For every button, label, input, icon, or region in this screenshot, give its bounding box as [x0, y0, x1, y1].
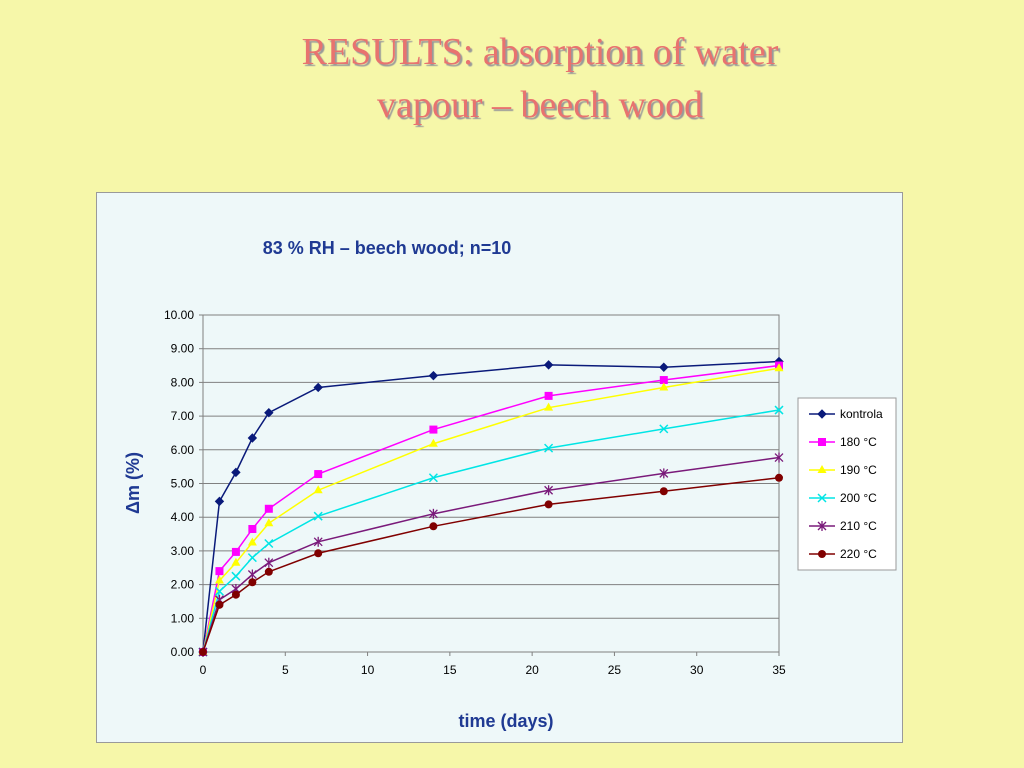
x-tick-label: 25	[608, 663, 622, 677]
chart-area: 83 % RH – beech wood; n=10 time (days) Δ…	[96, 192, 903, 743]
legend-marker	[818, 550, 826, 558]
data-point	[264, 567, 273, 576]
x-tick-label: 5	[282, 663, 289, 677]
data-point	[231, 571, 241, 581]
series-line-2	[202, 364, 780, 653]
data-point	[775, 473, 783, 482]
data-point	[774, 452, 784, 463]
legend-marker	[817, 465, 827, 473]
series-line-3	[202, 367, 780, 653]
data-point	[247, 569, 257, 580]
series-line-5	[202, 456, 780, 653]
data-point	[659, 362, 669, 372]
data-point	[231, 557, 241, 566]
data-point	[543, 360, 554, 370]
x-axis-title: time (days)	[458, 711, 553, 731]
data-point	[313, 536, 323, 547]
data-point	[544, 485, 554, 496]
data-point	[214, 496, 225, 507]
data-point	[428, 473, 438, 483]
x-tick-label: 15	[443, 663, 457, 677]
series-line-1	[202, 360, 780, 653]
data-point	[313, 485, 323, 494]
legend-marker	[817, 493, 827, 503]
data-point	[264, 557, 274, 568]
data-point	[544, 391, 553, 400]
data-point	[429, 425, 438, 434]
legend-item-label: 210 °C	[840, 519, 877, 533]
data-point	[659, 376, 668, 385]
data-point	[544, 402, 554, 411]
data-point	[247, 553, 257, 563]
y-tick-label: 9.00	[171, 342, 195, 356]
data-point	[313, 511, 323, 521]
slide-title-line-2: vapour – beech wood	[376, 84, 704, 126]
x-tick-label: 35	[772, 663, 786, 677]
plot-layer: 0.00 1.00 2.00 3.00 4.00 5.00 6.00 7.00 8.00 9.00…	[164, 308, 786, 677]
data-point	[544, 443, 554, 453]
data-point	[199, 648, 207, 656]
legend-marker	[817, 521, 827, 531]
data-point	[428, 438, 438, 447]
legend-marker	[817, 409, 827, 419]
data-point	[774, 363, 784, 372]
y-tick-label: 0.00	[171, 645, 195, 659]
legend-item-label: 190 °C	[840, 463, 877, 477]
data-point	[231, 590, 240, 599]
y-tick-label: 10.00	[164, 308, 194, 322]
x-tick-label: 0	[200, 663, 207, 677]
legend-item-label: 220 °C	[840, 547, 877, 561]
data-point	[428, 370, 439, 381]
data-point	[659, 382, 669, 391]
data-point	[264, 538, 274, 549]
data-point	[247, 537, 257, 546]
slide-title-line-1: RESULTS: absorption of water	[301, 31, 779, 73]
y-tick-label: 2.00	[171, 578, 195, 592]
data-point	[774, 405, 784, 415]
data-point	[659, 468, 669, 479]
x-tick-label: 20	[525, 663, 539, 677]
series-line-4	[202, 409, 780, 653]
data-point	[248, 578, 257, 587]
data-point	[264, 518, 274, 527]
data-point	[214, 575, 224, 584]
legend-box	[797, 397, 897, 571]
data-point	[313, 382, 323, 393]
legend: kontrola 180 °C 190 °C 200 °C 210 °C 220 °C	[797, 397, 897, 571]
y-tick-label: 1.00	[171, 611, 195, 625]
chart-title: 83 % RH – beech wood; n=10	[263, 238, 512, 258]
legend-item-label: kontrola	[840, 407, 883, 421]
legend-marker	[818, 438, 826, 446]
data-point	[215, 567, 224, 576]
data-point	[214, 586, 224, 596]
data-point	[659, 487, 668, 496]
data-point	[215, 600, 224, 609]
data-point	[264, 504, 273, 513]
y-tick-label: 6.00	[171, 443, 195, 457]
y-tick-label: 3.00	[171, 544, 195, 558]
data-point	[231, 467, 241, 478]
y-axis-title: Δm (%)	[123, 452, 143, 514]
y-tick-label: 4.00	[171, 510, 195, 524]
data-point	[544, 500, 553, 509]
data-point	[428, 508, 438, 519]
y-tick-label: 7.00	[171, 409, 195, 423]
data-point	[429, 522, 438, 531]
data-point	[314, 549, 323, 558]
data-point	[247, 433, 258, 443]
data-point	[264, 408, 274, 418]
x-tick-label: 30	[690, 663, 704, 677]
legend-item-label: 180 °C	[840, 435, 877, 449]
legend-item-label: 200 °C	[840, 491, 877, 505]
data-point	[248, 524, 257, 533]
data-point	[231, 547, 240, 556]
slide-title: RESULTS: absorption of water vapour – be…	[140, 26, 940, 132]
data-point	[659, 424, 669, 434]
y-tick-label: 5.00	[171, 477, 195, 491]
x-tick-label: 10	[361, 663, 375, 677]
series-line-6	[202, 477, 780, 653]
line-chart: 83 % RH – beech wood; n=10 time (days) Δ…	[123, 238, 897, 731]
y-tick-label: 8.00	[171, 375, 195, 389]
data-point	[314, 470, 323, 479]
